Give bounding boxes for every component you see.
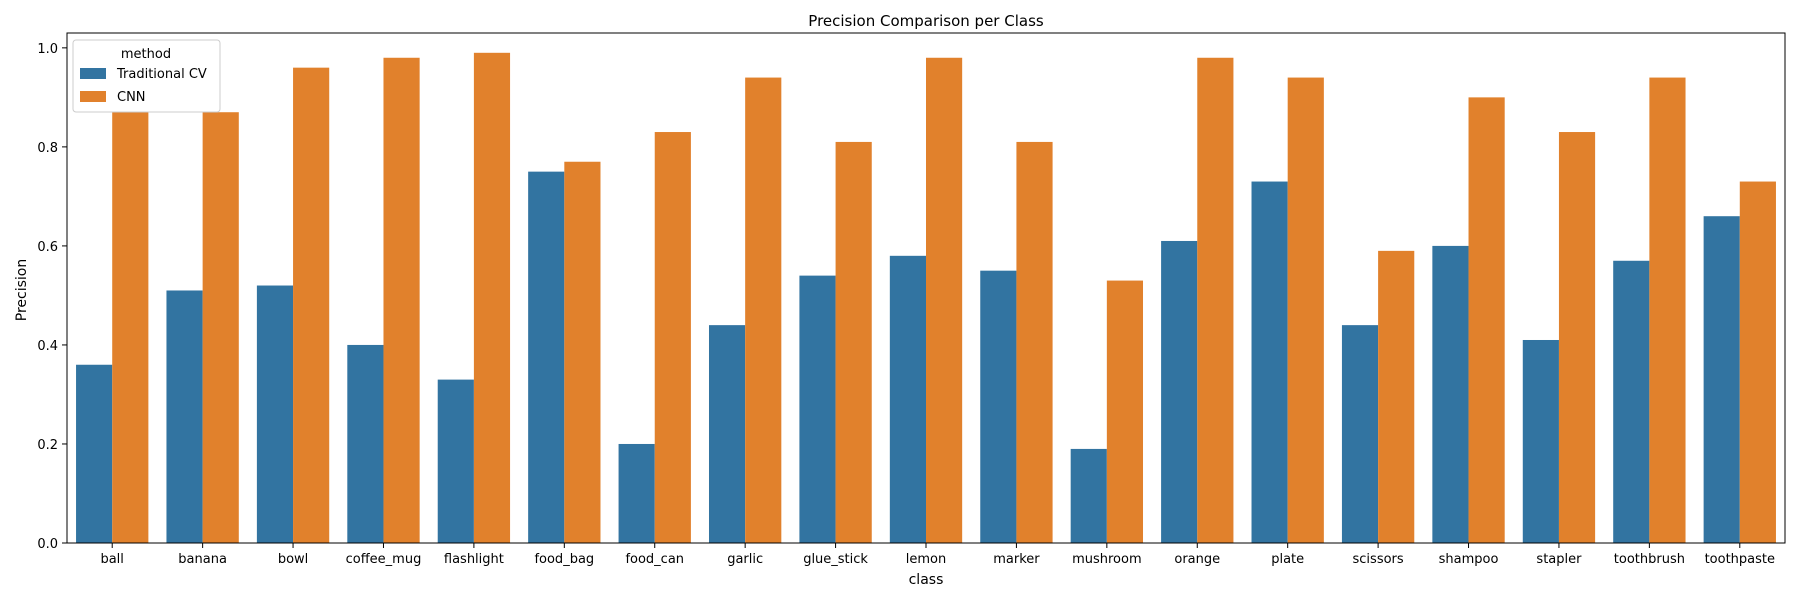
bar-cnn-ball <box>112 112 149 543</box>
x-tick-label: coffee_mug <box>346 552 422 567</box>
x-tick-label: shampoo <box>1439 552 1499 567</box>
legend-frame <box>72 39 221 113</box>
x-tick-label: toothbrush <box>1614 552 1685 567</box>
bar-traditional-cv-mushroom <box>1070 448 1107 543</box>
x-tick-label: mushroom <box>1072 552 1142 567</box>
x-tick-label: orange <box>1174 552 1220 567</box>
bar-traditional-cv-orange <box>1161 240 1198 543</box>
x-tick-label: toothpaste <box>1705 552 1775 567</box>
bar-traditional-cv-flashlight <box>437 379 474 543</box>
y-axis: 0.0 0.2 0.4 0.6 0.8 1.0 <box>37 42 67 552</box>
y-tick-label: 0.6 <box>37 240 58 255</box>
y-axis-label: Precision <box>14 259 30 321</box>
y-tick-label: 0.0 <box>37 537 58 552</box>
bar-cnn-plate <box>1287 77 1324 543</box>
x-tick-label: plate <box>1271 552 1304 567</box>
legend-swatch-traditional-cv <box>80 68 106 79</box>
y-tick-label: 1.0 <box>37 42 58 57</box>
bar-cnn-bowl <box>293 67 330 544</box>
y-tick-label: 0.2 <box>37 438 58 453</box>
x-axis: ball banana bowl coffee_mug flashlight food_b… <box>100 543 1775 567</box>
bar-traditional-cv-coffee-mug <box>347 344 384 543</box>
x-tick-label: bowl <box>278 552 308 567</box>
legend: method Traditional CV CNN <box>72 39 221 113</box>
x-tick-label: marker <box>993 552 1040 567</box>
chart-title: Precision Comparison per Class <box>808 12 1044 30</box>
bar-cnn-toothpaste <box>1739 181 1776 543</box>
legend-title: method <box>121 47 171 62</box>
plot-frame <box>66 32 1786 544</box>
bar-traditional-cv-food-bag <box>528 171 565 543</box>
bar-traditional-cv-plate <box>1251 181 1288 543</box>
bar-cnn-toothbrush <box>1649 77 1686 543</box>
legend-label-cnn: CNN <box>117 90 146 105</box>
x-tick-label: scissors <box>1353 552 1404 567</box>
bar-cnn-lemon <box>926 57 963 543</box>
legend-swatch-cnn <box>80 91 106 102</box>
bar-cnn-garlic <box>745 77 782 543</box>
bars-layer <box>76 52 1776 544</box>
bar-cnn-mushroom <box>1106 280 1144 543</box>
y-tick-label: 0.8 <box>37 141 58 156</box>
bar-cnn-flashlight <box>473 52 511 544</box>
bar-cnn-shampoo <box>1468 97 1505 544</box>
y-tick-label: 0.4 <box>37 339 58 354</box>
bar-traditional-cv-toothpaste <box>1703 216 1740 543</box>
x-tick-label: flashlight <box>444 552 504 567</box>
x-tick-label: lemon <box>906 552 946 567</box>
x-tick-label: stapler <box>1536 552 1582 567</box>
bar-traditional-cv-stapler <box>1522 339 1559 543</box>
x-tick-label: food_can <box>625 552 684 567</box>
bar-traditional-cv-food-can <box>618 443 655 543</box>
bar-cnn-glue-stick <box>835 141 872 543</box>
x-tick-label: ball <box>100 552 123 567</box>
bar-traditional-cv-glue-stick <box>799 275 836 543</box>
bar-traditional-cv-garlic <box>708 325 746 543</box>
x-tick-label: glue_stick <box>803 552 868 567</box>
bar-traditional-cv-lemon <box>889 255 926 543</box>
x-axis-label: class <box>909 572 944 588</box>
bar-traditional-cv-bowl <box>256 285 294 543</box>
legend-label-traditional-cv: Traditional CV <box>116 67 207 82</box>
bar-traditional-cv-banana <box>166 290 203 543</box>
bar-cnn-scissors <box>1378 250 1415 543</box>
bar-traditional-cv-scissors <box>1341 325 1379 543</box>
bar-cnn-orange <box>1197 57 1234 543</box>
x-tick-label: garlic <box>727 552 763 567</box>
x-tick-label: banana <box>178 552 227 567</box>
bar-traditional-cv-marker <box>980 270 1017 543</box>
bar-traditional-cv-toothbrush <box>1613 260 1650 543</box>
bar-traditional-cv-ball <box>76 364 113 543</box>
bar-traditional-cv-shampoo <box>1432 245 1469 543</box>
x-tick-label: food_bag <box>534 552 594 567</box>
bar-cnn-banana <box>202 112 239 543</box>
bar-cnn-food-bag <box>564 161 601 544</box>
bar-cnn-marker <box>1016 141 1053 543</box>
bar-cnn-stapler <box>1558 132 1596 544</box>
bar-cnn-coffee-mug <box>383 57 420 543</box>
bar-cnn-food-can <box>654 132 691 544</box>
